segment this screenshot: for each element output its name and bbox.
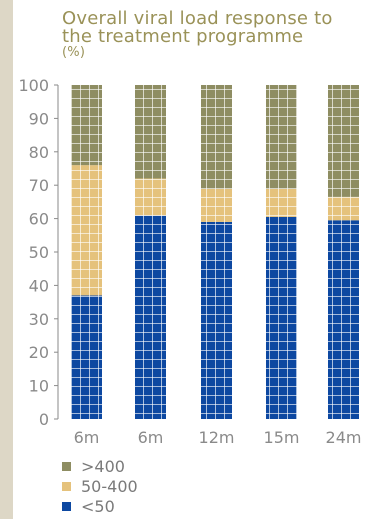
- bar-segment-50-400: [71, 165, 102, 296]
- y-tick-label: 60: [29, 210, 49, 229]
- y-tick-label: 100: [18, 76, 49, 95]
- y-tick-label: 20: [29, 343, 49, 362]
- legend-label-400plus: >400: [81, 456, 125, 476]
- bar-segment-400plus: [201, 85, 232, 189]
- y-tick-label: 0: [39, 410, 49, 429]
- y-tick-label: 50: [29, 243, 49, 262]
- legend-label-below50: <50: [81, 496, 115, 516]
- y-tick-label: 80: [29, 143, 49, 162]
- legend-swatch-50-400: [62, 481, 71, 491]
- bar-segment-400plus: [71, 85, 102, 166]
- x-tick-label: 24m: [326, 428, 362, 447]
- bar-segment-400plus: [266, 85, 297, 189]
- legend-item-400plus: >400: [62, 456, 138, 476]
- legend-label-50-400: 50-400: [81, 476, 138, 496]
- y-tick-label: 40: [29, 276, 49, 295]
- bar-segment-400plus: [328, 85, 359, 197]
- bar-segment-below50: [201, 221, 232, 419]
- chart-title-line-2: the treatment programme: [62, 26, 304, 47]
- x-tick-label: 12m: [199, 428, 235, 447]
- bar-segment-400plus: [135, 85, 166, 179]
- x-tick-label: 6m: [138, 428, 164, 447]
- y-tick-label: 90: [29, 109, 49, 128]
- bar-segment-50-400: [135, 178, 166, 216]
- y-tick-label: 70: [29, 176, 49, 195]
- bar-segment-50-400: [266, 188, 297, 217]
- bar-segment-below50: [328, 220, 359, 419]
- legend-item-50-400: 50-400: [62, 476, 138, 496]
- chart-title-line-1: Overall viral load response to: [62, 8, 333, 29]
- chart-title: Overall viral load response to the treat…: [62, 10, 372, 60]
- bar-segment-below50: [266, 216, 297, 419]
- legend-swatch-below50: [62, 501, 71, 511]
- x-tick-label: 6m: [74, 428, 100, 447]
- legend-swatch-400plus: [62, 461, 71, 471]
- x-tick-label: 15m: [264, 428, 300, 447]
- y-tick-label: 30: [29, 310, 49, 329]
- y-tick-label: 10: [29, 377, 49, 396]
- bar-segment-50-400: [328, 196, 359, 221]
- legend-item-below50: <50: [62, 496, 138, 516]
- bar-segment-50-400: [201, 188, 232, 222]
- chart-title-unit: (%): [62, 45, 86, 60]
- y-axis: 0 10 20 30 40 50 60 70 80 90 100: [18, 76, 59, 429]
- bar-segment-below50: [135, 215, 166, 419]
- x-axis: 6m 6m 12m 15m 24m: [74, 428, 362, 447]
- bar-segment-below50: [71, 295, 102, 419]
- legend: >400 50-400 <50: [62, 456, 138, 516]
- bars: [71, 85, 359, 419]
- left-decorative-band: [0, 0, 13, 519]
